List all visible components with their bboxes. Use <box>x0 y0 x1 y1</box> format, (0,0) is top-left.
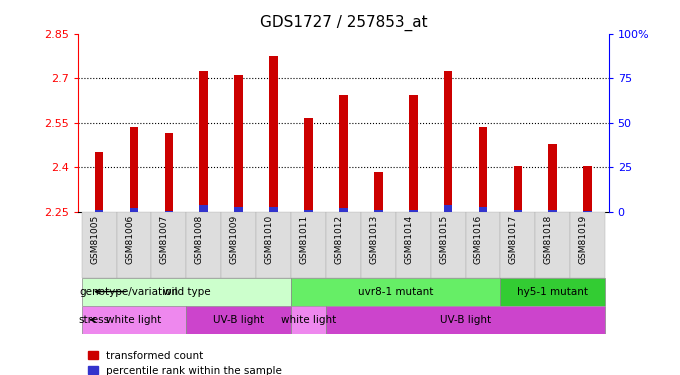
Bar <box>304 118 313 212</box>
Text: hy5-1 mutant: hy5-1 mutant <box>517 286 588 297</box>
Bar <box>339 94 347 212</box>
Bar <box>326 306 605 334</box>
Bar <box>513 166 522 212</box>
Bar <box>82 278 291 306</box>
Bar <box>396 212 430 278</box>
Bar <box>571 212 605 278</box>
Bar <box>186 306 291 334</box>
Bar <box>95 153 103 212</box>
Bar <box>256 212 291 278</box>
Text: GSM81007: GSM81007 <box>160 215 169 264</box>
Text: white light: white light <box>106 315 162 325</box>
Bar <box>548 144 557 212</box>
Text: wild type: wild type <box>163 286 210 297</box>
Text: GSM81017: GSM81017 <box>509 215 518 264</box>
Bar <box>374 210 383 212</box>
Bar <box>291 306 326 334</box>
Text: GSM81013: GSM81013 <box>369 215 378 264</box>
Legend: transformed count, percentile rank within the sample: transformed count, percentile rank withi… <box>84 346 286 375</box>
Bar <box>548 210 557 212</box>
Bar <box>95 210 103 212</box>
Text: uvr8-1 mutant: uvr8-1 mutant <box>358 286 433 297</box>
Bar <box>479 207 488 212</box>
Bar <box>409 210 418 212</box>
Text: UV-B light: UV-B light <box>213 315 265 325</box>
Text: GSM81018: GSM81018 <box>544 215 553 264</box>
Text: GSM81015: GSM81015 <box>439 215 448 264</box>
Text: GSM81009: GSM81009 <box>230 215 239 264</box>
Bar <box>291 212 326 278</box>
Bar <box>444 71 452 212</box>
Text: GSM81016: GSM81016 <box>474 215 483 264</box>
Bar <box>361 212 396 278</box>
Bar <box>500 212 535 278</box>
Text: stress: stress <box>79 315 110 325</box>
Bar <box>235 75 243 212</box>
Bar <box>165 133 173 212</box>
Text: GSM81014: GSM81014 <box>404 215 413 264</box>
Bar <box>535 212 571 278</box>
Text: GSM81006: GSM81006 <box>125 215 134 264</box>
Bar <box>304 210 313 212</box>
Bar <box>513 210 522 212</box>
Bar <box>466 212 500 278</box>
Text: UV-B light: UV-B light <box>440 315 491 325</box>
Bar <box>444 206 452 212</box>
Bar <box>291 278 500 306</box>
Bar <box>82 306 186 334</box>
Bar <box>116 212 152 278</box>
Text: genotype/variation: genotype/variation <box>79 286 178 297</box>
Text: GSM81012: GSM81012 <box>335 215 343 264</box>
Bar <box>165 211 173 212</box>
Bar <box>409 94 418 212</box>
Bar <box>269 56 278 212</box>
Bar <box>186 212 221 278</box>
Text: GSM81005: GSM81005 <box>90 215 99 264</box>
Bar <box>199 206 208 212</box>
Bar <box>199 71 208 212</box>
Bar <box>339 208 347 212</box>
Bar <box>235 207 243 212</box>
Title: GDS1727 / 257853_at: GDS1727 / 257853_at <box>260 15 427 31</box>
Text: GSM81011: GSM81011 <box>299 215 309 264</box>
Text: white light: white light <box>281 315 336 325</box>
Text: GSM81010: GSM81010 <box>265 215 273 264</box>
Bar <box>500 278 605 306</box>
Text: GSM81008: GSM81008 <box>195 215 204 264</box>
Bar <box>130 208 139 212</box>
Bar <box>430 212 466 278</box>
Bar <box>583 211 592 212</box>
Bar <box>82 212 116 278</box>
Text: GSM81019: GSM81019 <box>579 215 588 264</box>
Bar <box>479 127 488 212</box>
Bar <box>130 127 139 212</box>
Bar <box>221 212 256 278</box>
Bar <box>583 166 592 212</box>
Bar <box>269 207 278 212</box>
Bar <box>326 212 361 278</box>
Bar <box>374 172 383 212</box>
Bar <box>152 212 186 278</box>
